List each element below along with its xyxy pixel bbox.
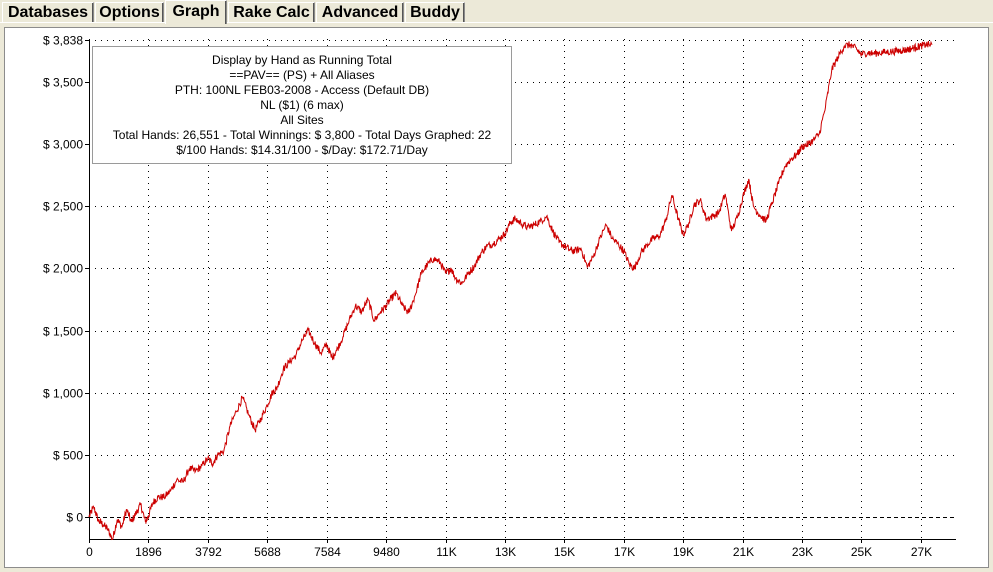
info-player: ==PAV== (PS) + All Aliases: [229, 68, 375, 82]
x-tick-label: 21K: [733, 545, 754, 559]
y-tick-label: $ 3,000: [43, 138, 83, 152]
x-tick-label: 23K: [792, 545, 813, 559]
tab-buddy[interactable]: Buddy: [405, 2, 465, 22]
y-tick-label: $ 500: [53, 449, 83, 463]
y-tick-label: $ 2,500: [43, 200, 83, 214]
x-tick-label: 25K: [851, 545, 872, 559]
y-tick-label: $ 2,000: [43, 262, 83, 276]
info-display-mode: Display by Hand as Running Total: [212, 53, 392, 67]
series-line-0: [88, 40, 933, 541]
tab-rake-calc[interactable]: Rake Calc: [228, 2, 315, 22]
series-layer: [88, 40, 933, 541]
x-tick-label: 5688: [254, 545, 281, 559]
y-tick-label: $ 0: [66, 511, 83, 525]
x-tick-label: 17K: [614, 545, 635, 559]
x-tick-label: 0: [86, 545, 93, 559]
info-sites: All Sites: [280, 113, 324, 127]
y-tick-label: $ 1,500: [43, 325, 83, 339]
y-tick-label: $ 3,838: [43, 34, 83, 48]
x-tick-label: 15K: [554, 545, 575, 559]
axis-layer: 0 1896 3792 5688 7584 9480 11K 13K 15K 17K 19K 21K 2…: [43, 34, 956, 559]
x-tick-label: 13K: [495, 545, 516, 559]
tab-advanced[interactable]: Advanced: [316, 2, 404, 22]
info-stakes: NL ($1) (6 max): [260, 98, 344, 112]
x-tick-label: 1896: [135, 545, 162, 559]
x-tick-label: 9480: [373, 545, 400, 559]
tab-graph[interactable]: Graph: [165, 0, 227, 24]
info-database: PTH: 100NL FEB03-2008 - Access (Default …: [174, 83, 430, 97]
x-tick-label: 3792: [195, 545, 222, 559]
tab-bar-line: [0, 22, 993, 23]
y-tick-label: $ 1,000: [43, 387, 83, 401]
info-totals: Total Hands: 26,551 - Total Winnings: $ …: [112, 128, 492, 142]
x-tick-label: 19K: [673, 545, 694, 559]
tab-bar: Databases Options Graph Rake Calc Advanc…: [0, 0, 993, 24]
tab-databases[interactable]: Databases: [2, 2, 94, 22]
y-tick-label: $ 3,500: [43, 76, 83, 90]
x-tick-label: 7584: [314, 545, 341, 559]
x-tick-label: 11K: [436, 545, 456, 559]
tab-options[interactable]: Options: [95, 2, 164, 22]
graph-info-box: Display by Hand as Running Total ==PAV==…: [92, 46, 512, 164]
info-rates: $/100 Hands: $14.31/100 - $/Day: $172.71…: [176, 143, 428, 157]
graph-panel: 0 1896 3792 5688 7584 9480 11K 13K 15K 17K 19K 21K 2…: [4, 27, 989, 568]
x-tick-label: 27K: [911, 545, 932, 559]
